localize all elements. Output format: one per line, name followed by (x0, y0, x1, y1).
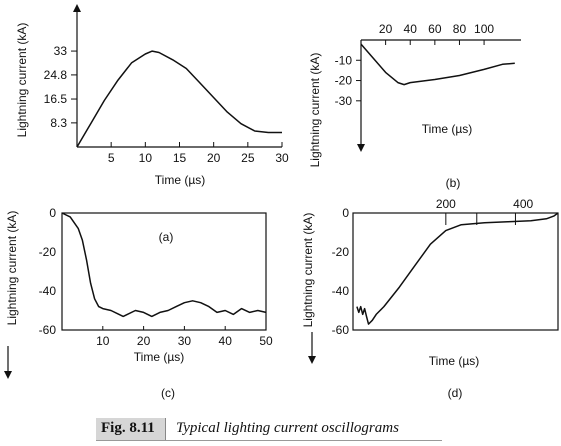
figure-caption: Fig. 8.11 Typical lighting current oscil… (96, 418, 442, 441)
x-tick-label-b: 60 (428, 22, 442, 36)
y-tick-label-d: -60 (332, 323, 350, 337)
series-line-d (356, 212, 559, 325)
y-tick-label-c: -20 (39, 245, 57, 259)
x-tick-label-d: 200 (436, 197, 456, 211)
panel-label-a: (a) (159, 230, 174, 244)
panel-label-b: (b) (446, 176, 461, 190)
x-tick-label-b: 80 (453, 22, 467, 36)
y-tick-label-a: 16.5 (44, 92, 68, 106)
y-tick-label-b: -20 (335, 74, 353, 88)
caption-label: Fig. 8.11 (101, 420, 155, 436)
x-axis-label-a: Time (µs) (155, 173, 205, 187)
plot-frame-d (352, 212, 559, 331)
caption-text: Typical lighting current oscillograms (176, 420, 399, 436)
x-tick-label-b: 40 (404, 22, 418, 36)
y-tick-label-b: -10 (335, 53, 353, 67)
x-axis-label-d: Time (µs) (429, 354, 479, 368)
x-tick-label-a: 20 (207, 151, 221, 165)
plot-frame-c (61, 212, 267, 331)
panel-label-d: (d) (448, 386, 463, 400)
x-tick-label-c: 40 (219, 334, 233, 348)
y-tick-label-d: -40 (332, 284, 350, 298)
series-line-c (61, 212, 267, 318)
x-tick-label-b: 20 (379, 22, 393, 36)
x-tick-label-b: 100 (474, 22, 494, 36)
x-tick-label-d: 400 (513, 197, 533, 211)
y-tick-label-a: 33 (54, 44, 68, 58)
y-tick-label-a: 24.8 (44, 68, 68, 82)
caption-label-box: Fig. 8.11 (96, 418, 166, 440)
x-tick-label-c: 20 (137, 334, 151, 348)
x-tick-label-a: 15 (173, 151, 187, 165)
y-tick-label-c: -60 (39, 323, 57, 337)
x-tick-label-c: 10 (96, 334, 110, 348)
x-tick-label-c: 50 (259, 334, 273, 348)
x-axis-label-b: Time (µs) (422, 122, 472, 136)
x-tick-label-a: 10 (139, 151, 153, 165)
y-axis-label-c: Lightning current (kA) (5, 211, 19, 326)
y-tick-label-b: -30 (335, 94, 353, 108)
y-axis-label-b: Lightning current (kA) (308, 53, 322, 168)
y-axis-label-d: Lightning current (kA) (301, 213, 315, 328)
x-tick-label-a: 25 (241, 151, 255, 165)
y-tick-label-c: 0 (49, 206, 56, 220)
y-tick-label-c: -40 (39, 284, 57, 298)
x-tick-label-a: 30 (275, 151, 289, 165)
x-tick-label-a: 5 (108, 151, 115, 165)
y-tick-label-d: -20 (332, 245, 350, 259)
series-line-a (76, 50, 282, 148)
panel-label-c: (c) (161, 386, 175, 400)
x-tick-label-c: 30 (178, 334, 192, 348)
y-axis-label-a: Lightning current (kA) (15, 23, 29, 138)
y-tick-label-d: 0 (342, 206, 349, 220)
y-tick-label-a: 8.3 (50, 116, 67, 130)
series-line-b (360, 43, 515, 86)
x-axis-label-c: Time (µs) (134, 350, 184, 364)
